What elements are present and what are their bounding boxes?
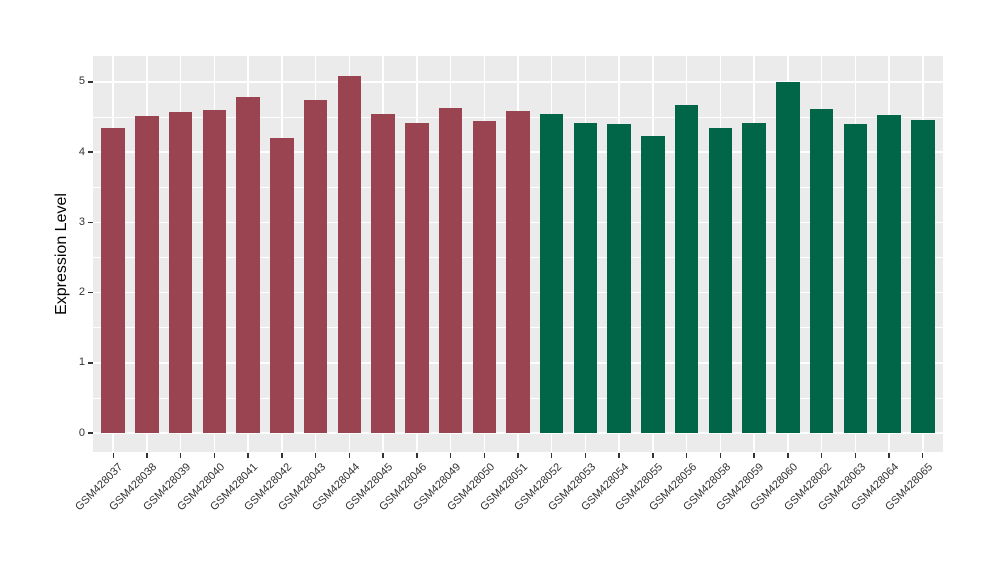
x-tick-mark — [449, 453, 452, 458]
x-tick-mark — [247, 453, 249, 458]
bar-GSM428042 — [270, 138, 294, 434]
x-tick-mark — [213, 453, 216, 458]
bar-GSM428053 — [573, 122, 598, 434]
y-tick-mark — [88, 151, 93, 153]
bar-GSM428037 — [101, 128, 125, 434]
bar-GSM428055 — [641, 136, 665, 434]
bar-GSM428045 — [371, 114, 395, 434]
x-tick-mark — [922, 453, 924, 458]
y-tick-mark — [88, 362, 93, 364]
x-tick-mark — [652, 453, 654, 458]
bar-GSM428056 — [674, 105, 699, 434]
bar-GSM428065 — [911, 119, 935, 434]
bar-GSM428064 — [877, 114, 901, 434]
y-tick-label: 2 — [78, 286, 85, 299]
x-tick-mark — [584, 453, 587, 458]
bar-GSM428060 — [776, 81, 800, 434]
bar-GSM428044 — [337, 76, 362, 434]
x-tick-mark — [517, 453, 519, 458]
x-tick-mark — [281, 453, 283, 458]
bar-GSM428059 — [742, 122, 766, 434]
x-tick-mark — [787, 453, 789, 458]
y-tick-label: 1 — [78, 356, 85, 369]
x-tick-mark — [348, 453, 351, 458]
y-tick-label: 5 — [78, 75, 85, 88]
x-tick-mark — [888, 453, 890, 458]
x-tick-mark — [382, 453, 384, 458]
x-tick-mark — [551, 453, 553, 458]
bar-GSM428038 — [135, 116, 159, 434]
x-tick-mark — [618, 453, 620, 458]
bar-GSM428040 — [202, 110, 227, 434]
x-tick-mark — [820, 453, 823, 458]
x-tick-mark — [685, 453, 688, 458]
y-tick-label: 0 — [78, 426, 85, 439]
bar-GSM428051 — [506, 110, 530, 434]
x-tick-mark — [146, 453, 148, 458]
bar-GSM428046 — [405, 123, 429, 434]
x-tick-mark — [854, 453, 856, 458]
bar-GSM428063 — [843, 124, 868, 434]
y-tick-mark — [88, 432, 93, 434]
x-tick-mark — [753, 453, 755, 458]
x-tick-mark — [314, 453, 317, 458]
bar-GSM428050 — [472, 120, 497, 434]
y-tick-mark — [88, 221, 93, 224]
x-tick-mark — [416, 453, 418, 458]
x-tick-mark — [179, 453, 182, 458]
bar-GSM428058 — [708, 128, 733, 434]
x-tick-mark — [112, 453, 114, 458]
plot-panel — [93, 56, 943, 452]
y-tick-mark — [88, 81, 93, 83]
bar-GSM428039 — [168, 112, 193, 434]
y-tick-label: 3 — [78, 215, 85, 228]
x-tick-mark — [719, 453, 722, 458]
bar-GSM428041 — [236, 97, 260, 434]
y-tick-mark — [88, 291, 93, 294]
y-tick-label: 4 — [78, 145, 85, 158]
bar-GSM428049 — [438, 107, 463, 434]
bar-GSM428052 — [539, 114, 564, 434]
bar-GSM428043 — [303, 99, 328, 434]
bar-GSM428062 — [809, 108, 834, 434]
y-axis-title: Expression Level — [53, 193, 70, 315]
bar-GSM428054 — [607, 124, 631, 434]
x-tick-mark — [483, 453, 485, 458]
